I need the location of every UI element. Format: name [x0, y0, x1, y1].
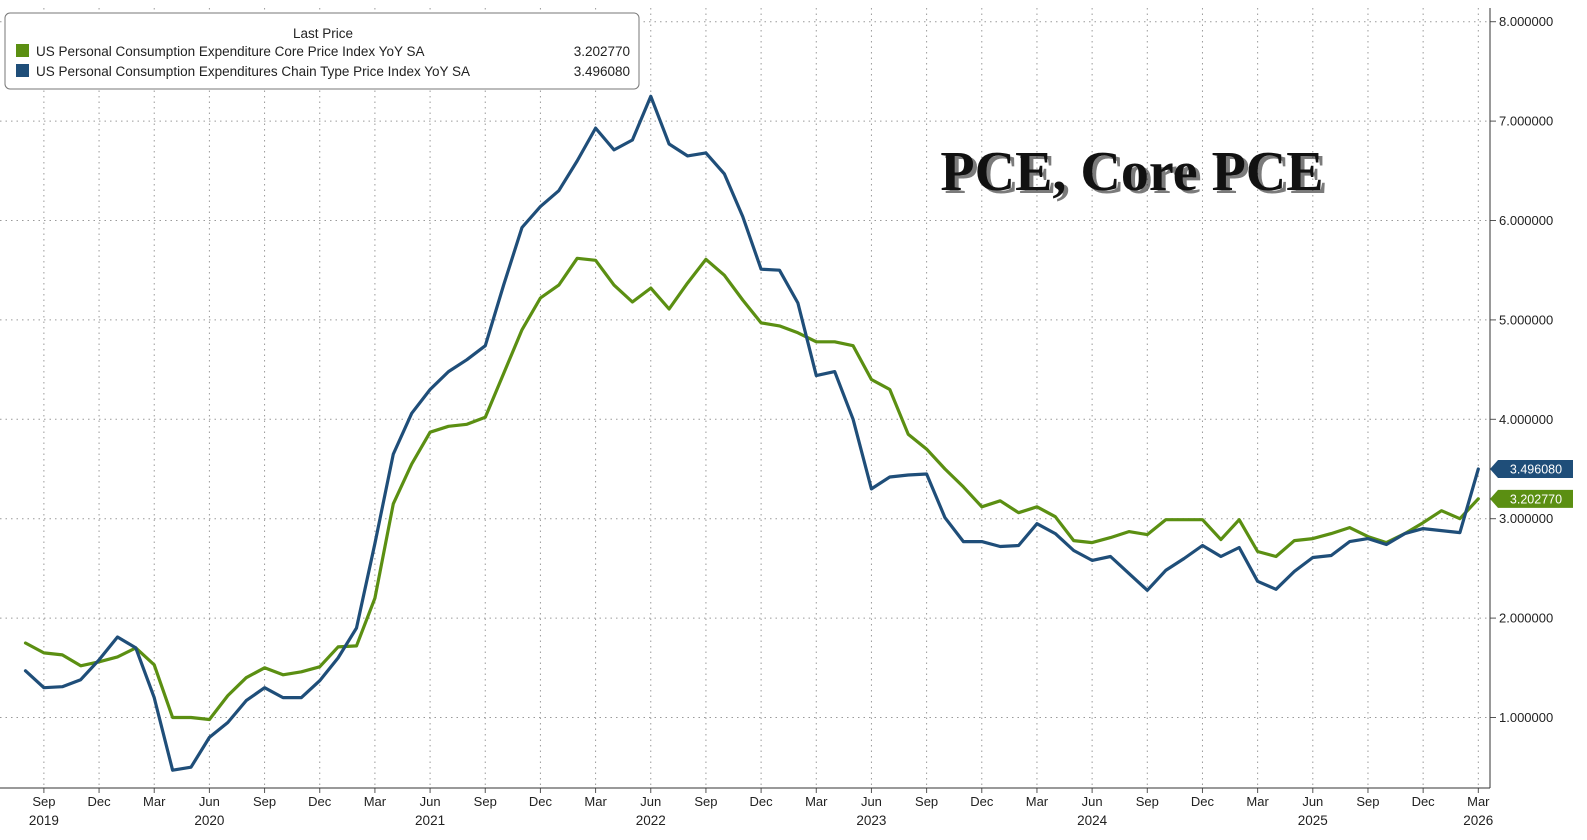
legend: Last Price US Personal Consumption Expen… [4, 12, 640, 90]
x-tick-label: Sep [474, 794, 497, 809]
legend-label-pce: US Personal Consumption Expenditures Cha… [36, 64, 470, 79]
badge-shape [1490, 489, 1573, 508]
legend-label-core-pce: US Personal Consumption Expenditure Core… [36, 44, 424, 59]
legend-value-core-pce: 3.202770 [574, 44, 630, 59]
y-tick-label: 8.000000 [1499, 14, 1553, 29]
x-year-label: 2026 [1463, 813, 1493, 828]
badge-shape [1490, 460, 1573, 478]
x-tick-label: Sep [1356, 794, 1379, 809]
series-line-core-pce [23, 256, 1480, 722]
x-tick-label: Mar [364, 794, 387, 809]
x-year-label: 2022 [636, 813, 666, 828]
y-tick-label: 6.000000 [1499, 213, 1553, 228]
x-tick-label: Mar [1246, 794, 1269, 809]
x-tick-label: Dec [750, 794, 774, 809]
x-year-label: 2021 [415, 813, 445, 828]
y-tick-label: 7.000000 [1499, 114, 1553, 129]
x-tick-label: Dec [87, 794, 111, 809]
legend-value-pce: 3.496080 [574, 64, 630, 79]
x-tick-label: Dec [1191, 794, 1215, 809]
chart-title-shadow: PCE, Core PCE [944, 144, 1327, 206]
legend-swatch-pce [16, 64, 29, 77]
x-year-label: 2023 [856, 813, 886, 828]
x-tick-label: Dec [308, 794, 332, 809]
x-tick-label: Mar [584, 794, 607, 809]
legend-swatch-core-pce [16, 44, 29, 57]
x-tick-label: Dec [970, 794, 994, 809]
x-tick-label: Sep [1136, 794, 1159, 809]
x-tick-label: Sep [32, 794, 55, 809]
x-tick-label: Jun [640, 794, 661, 809]
x-tick-label: Jun [861, 794, 882, 809]
x-tick-label: Sep [915, 794, 938, 809]
series-line-pce [23, 94, 1480, 772]
x-tick-label: Dec [529, 794, 553, 809]
x-tick-label: Mar [1467, 794, 1490, 809]
x-tick-label: Mar [805, 794, 828, 809]
y-tick-label: 3.000000 [1499, 511, 1553, 526]
y-axis: 1.000000 2.000000 3.000000 4.000000 5.000000… [1489, 8, 1553, 788]
badge-value: 3.202770 [1510, 492, 1562, 506]
x-year-label: 2025 [1298, 813, 1328, 828]
x-year-label: 2020 [194, 813, 224, 828]
legend-box [4, 12, 640, 90]
legend-header: Last Price [293, 26, 353, 41]
gridlines [0, 8, 1490, 788]
x-tick-label: Mar [143, 794, 166, 809]
y-tick-label: 5.000000 [1499, 312, 1553, 327]
x-tick-label: Jun [199, 794, 220, 809]
last-value-badge-core-pce: 3.202770 [1490, 489, 1573, 508]
x-tick-label: Jun [1302, 794, 1323, 809]
x-tick-label: Dec [1412, 794, 1436, 809]
x-year-label: 2019 [29, 813, 59, 828]
y-tick-label: 2.000000 [1499, 611, 1553, 626]
y-tick-label: 4.000000 [1499, 412, 1553, 427]
x-tick-label: Sep [694, 794, 717, 809]
badge-value: 3.496080 [1510, 463, 1562, 477]
x-tick-label: Mar [1026, 794, 1049, 809]
last-value-badges: 3.202770 3.496080 [1490, 460, 1573, 508]
y-tick-label: 1.000000 [1499, 710, 1553, 725]
x-year-label: 2024 [1077, 813, 1108, 828]
x-tick-label: Jun [420, 794, 441, 809]
x-tick-label: Sep [253, 794, 276, 809]
chart-title: PCE, Core PCE [940, 141, 1323, 203]
last-value-badge-pce: 3.496080 [1490, 460, 1573, 478]
series-lines [23, 94, 1480, 772]
x-axis: Sep Dec Mar Jun Sep Dec Mar Jun Sep Dec Mar Jun Sep D… [0, 787, 1493, 828]
x-tick-label: Jun [1082, 794, 1103, 809]
